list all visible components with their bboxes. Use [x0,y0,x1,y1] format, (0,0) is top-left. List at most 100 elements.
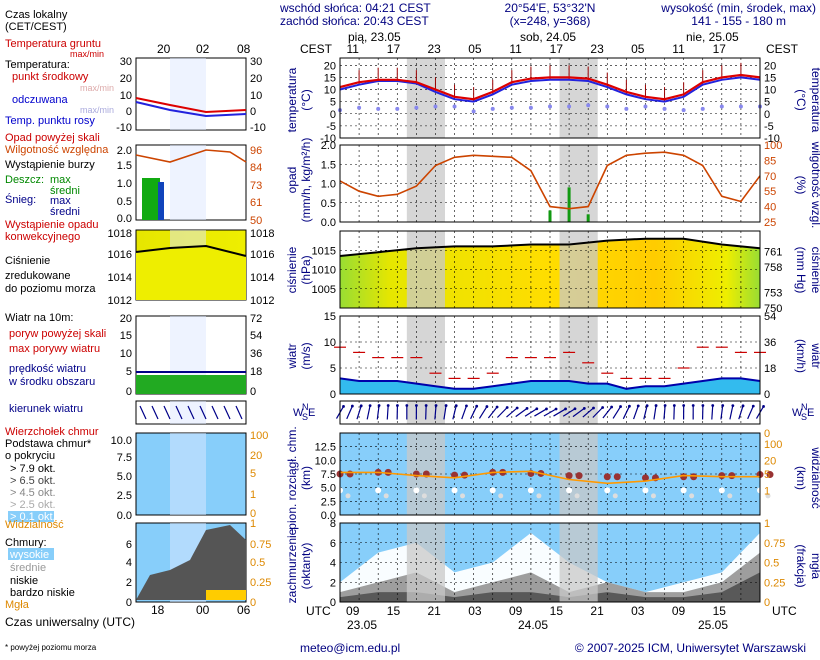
footer-copyright: © 2007-2025 ICM, Uniwersytet Warszawski [575,641,806,655]
cest-hour: 05 [631,42,645,56]
legend-panels: 3020100-102.01.51.00.50.0101810161014101… [108,56,275,609]
dir-border [339,400,761,425]
mini-temp-line [135,97,247,114]
wind-arrow [515,407,528,418]
wind-arrow-head [592,406,595,410]
mini-tick: 6 [126,539,132,551]
legend-cloud-top: Wierzchołek chmur [5,426,99,438]
wind-left-tick: 5 [330,363,336,375]
mini-tick: 0.0 [117,510,132,522]
wind-arrow [356,405,362,420]
cest-hour: 17 [387,42,401,56]
mini-tick: 0 [126,386,132,398]
mini-tick-right: 61 [250,197,262,209]
legend-okt-3: > 4.5 okt. [10,487,56,499]
cloud-base-dot [375,487,382,494]
mini-tick: 1012 [108,295,132,307]
label-pressure-unit: (hPa) [299,255,313,284]
pres-right-tick: 758 [764,262,782,274]
fog-right-tick: 0.5 [764,558,779,570]
mini-tick: 10.0 [111,435,132,447]
label-visibility-unit: (km) [794,466,808,490]
wind-arrow [553,408,566,417]
legend-rain-max: max [50,174,71,186]
cloud-top-dot [641,474,649,482]
mini-tick: -10 [116,122,132,134]
wind-arrow [612,406,622,419]
cloud-top-dot [728,472,736,480]
dew-point [471,109,476,114]
cest-hour: 11 [346,42,359,56]
wind-arrow-head [405,404,409,407]
wind-arrow [562,408,576,417]
pres-right-tick: 750 [764,303,782,315]
mini-tick: 20 [120,73,132,85]
mini-tick-right: 1 [250,489,256,501]
cest-hour: 17 [713,42,727,56]
label-temperature-unit: (°C) [299,89,313,110]
mini-tick: 1016 [108,249,132,261]
wind-arrow [602,406,613,419]
utc-hours: 09 15 21 03 09 15 21 03 09 15 [346,604,726,618]
wind-arrow-head [636,404,640,408]
legend-soil-maxmin: max/min [70,49,104,59]
cest-hours: 11 17 23 05 11 17 23 05 11 17 [346,42,726,56]
dew-point [662,106,667,111]
mini-wind-arrow [163,405,171,420]
mini-tick: 5 [126,366,132,378]
temp-left-tick: 20 [324,60,336,72]
wind-arrow [622,405,630,420]
legend-okt-2: > 6.5 okt. [10,475,56,487]
mini-tick: 2.0 [117,145,132,157]
wind-arrow [524,408,538,417]
legend-conv: Wystąpienie opadu [5,219,98,231]
mini-tick: 5.0 [117,471,132,483]
legend-visibility: Widzialność [5,519,64,531]
cloud-base-dot [765,493,771,499]
cloud-top-dot [346,470,354,478]
wind-arrow [729,405,734,420]
mini-tick: 1.5 [117,160,132,172]
dew-point [567,104,572,109]
legend-temperature: Temperatura: [5,59,70,71]
fog-right-tick: 0.75 [764,538,785,550]
pressure-line [339,237,761,257]
utc-hour: 03 [468,604,482,618]
mini-tick-right: 30 [250,56,262,68]
wind-arrow-head [342,405,345,408]
mini-tick: 10 [120,90,132,102]
wind-right-tick: 36 [764,337,776,349]
temp-left-tick: -10 [320,133,336,145]
precip-bar [586,214,590,222]
legend-utc: Czas uniwersalny (UTC) [5,615,135,629]
cloud-base-dot [527,487,534,494]
visibility-tick: 1 [764,485,770,497]
wind-arrow [434,405,437,420]
label-humidity: wilgotność wzgl. [809,141,820,229]
legend-cloud-base: Podstawa chmur* [5,438,92,450]
legend-perceived: odczuwana [12,94,69,106]
wind-arrow [346,405,353,420]
legend-wind-title: Wiatr na 10m: [5,312,73,324]
cloud-base-dot [689,493,695,499]
dew-point [624,106,629,111]
pres-right-tick: 753 [764,288,782,300]
cloud-base-dot [460,493,466,499]
legend-low: niskie [10,575,38,587]
cloud-base-dot [536,493,542,499]
wind-arrow [582,407,594,418]
label-fog-unit: (frakcja) [794,544,808,587]
wind-arrow [487,406,498,419]
mini-wind-area [136,375,246,394]
prec-left-tick: 1.0 [321,179,336,191]
wind-arrow-head [485,405,489,408]
wind-arrow-head [682,404,686,407]
label-pressure-r: ciśnienie [809,247,820,294]
wind-arrow-head [711,404,715,407]
mini-cover-area [136,525,246,600]
footer-email[interactable]: meteo@icm.edu.pl [300,641,400,655]
cld-left-tick: 10.0 [315,455,336,467]
day-3: nie, 25.05 [686,30,739,44]
cov-left-tick: 8 [330,518,336,530]
